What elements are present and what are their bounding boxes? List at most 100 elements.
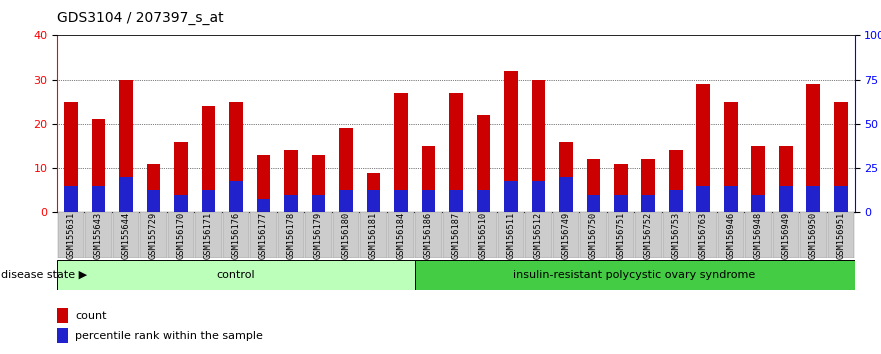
Bar bbox=[834, 186, 848, 212]
Bar bbox=[113, 212, 139, 258]
Bar bbox=[531, 80, 545, 212]
Bar bbox=[559, 177, 573, 212]
Bar bbox=[415, 212, 441, 258]
Text: GSM156751: GSM156751 bbox=[617, 212, 626, 259]
Text: GSM156763: GSM156763 bbox=[699, 212, 707, 259]
Text: GSM156512: GSM156512 bbox=[534, 212, 543, 259]
Bar bbox=[388, 212, 414, 258]
Text: insulin-resistant polycystic ovary syndrome: insulin-resistant polycystic ovary syndr… bbox=[514, 270, 756, 280]
Bar bbox=[498, 212, 524, 258]
Bar bbox=[587, 159, 600, 212]
Bar bbox=[641, 195, 655, 212]
Bar bbox=[421, 190, 435, 212]
Bar bbox=[312, 195, 325, 212]
Bar bbox=[92, 186, 106, 212]
Bar bbox=[614, 195, 628, 212]
Bar bbox=[635, 212, 662, 258]
Text: GSM156178: GSM156178 bbox=[286, 212, 295, 259]
Text: GSM156186: GSM156186 bbox=[424, 212, 433, 259]
Bar bbox=[559, 142, 573, 212]
Bar bbox=[57, 308, 69, 323]
Bar bbox=[449, 190, 463, 212]
Bar bbox=[806, 186, 820, 212]
Bar bbox=[827, 212, 854, 258]
Text: percentile rank within the sample: percentile rank within the sample bbox=[75, 331, 263, 341]
Bar bbox=[333, 212, 359, 258]
Text: GSM156510: GSM156510 bbox=[479, 212, 488, 259]
Bar bbox=[800, 212, 826, 258]
Bar bbox=[196, 212, 222, 258]
Bar bbox=[85, 212, 112, 258]
Bar bbox=[366, 172, 381, 212]
Bar bbox=[449, 93, 463, 212]
Bar bbox=[587, 195, 600, 212]
Bar bbox=[229, 181, 243, 212]
Text: GSM156180: GSM156180 bbox=[342, 212, 351, 259]
Bar bbox=[477, 190, 491, 212]
Bar bbox=[641, 159, 655, 212]
Bar bbox=[256, 155, 270, 212]
Bar bbox=[724, 186, 737, 212]
Text: GDS3104 / 207397_s_at: GDS3104 / 207397_s_at bbox=[57, 11, 224, 25]
Bar bbox=[394, 190, 408, 212]
Bar bbox=[531, 181, 545, 212]
Bar bbox=[806, 84, 820, 212]
Bar bbox=[690, 212, 716, 258]
Text: GSM155729: GSM155729 bbox=[149, 212, 158, 259]
Bar bbox=[140, 212, 167, 258]
Bar bbox=[552, 212, 579, 258]
Text: GSM156950: GSM156950 bbox=[809, 212, 818, 259]
Text: GSM156949: GSM156949 bbox=[781, 212, 790, 259]
Bar bbox=[339, 128, 352, 212]
Bar bbox=[92, 120, 106, 212]
Bar bbox=[525, 212, 552, 258]
Bar bbox=[250, 212, 277, 258]
Bar bbox=[146, 190, 160, 212]
Bar bbox=[229, 102, 243, 212]
Bar bbox=[415, 260, 855, 290]
Bar bbox=[394, 93, 408, 212]
Bar bbox=[284, 150, 298, 212]
Bar bbox=[174, 195, 188, 212]
Bar bbox=[470, 212, 497, 258]
Bar bbox=[64, 186, 78, 212]
Text: count: count bbox=[75, 311, 107, 321]
Bar bbox=[339, 190, 352, 212]
Bar bbox=[834, 102, 848, 212]
Bar bbox=[477, 115, 491, 212]
Text: GSM156184: GSM156184 bbox=[396, 212, 405, 259]
Bar bbox=[751, 195, 766, 212]
Bar bbox=[58, 212, 85, 258]
Bar bbox=[119, 177, 133, 212]
Bar bbox=[146, 164, 160, 212]
Bar bbox=[724, 102, 737, 212]
Text: GSM156176: GSM156176 bbox=[232, 212, 241, 259]
Text: GSM155643: GSM155643 bbox=[94, 212, 103, 259]
Text: GSM156170: GSM156170 bbox=[176, 212, 186, 259]
Bar bbox=[614, 164, 628, 212]
Bar bbox=[202, 190, 215, 212]
Text: GSM156750: GSM156750 bbox=[589, 212, 598, 259]
Bar bbox=[223, 212, 249, 258]
Bar bbox=[312, 155, 325, 212]
Bar bbox=[167, 212, 194, 258]
Text: disease state ▶: disease state ▶ bbox=[1, 269, 87, 279]
Bar bbox=[608, 212, 634, 258]
Bar bbox=[779, 186, 793, 212]
Bar bbox=[697, 84, 710, 212]
Bar bbox=[773, 212, 799, 258]
Text: GSM156753: GSM156753 bbox=[671, 212, 680, 259]
Bar bbox=[421, 146, 435, 212]
Bar bbox=[174, 142, 188, 212]
Bar bbox=[669, 190, 683, 212]
Text: GSM156511: GSM156511 bbox=[507, 212, 515, 259]
Bar bbox=[779, 146, 793, 212]
Bar bbox=[256, 199, 270, 212]
Text: control: control bbox=[217, 270, 255, 280]
Text: GSM156187: GSM156187 bbox=[451, 212, 461, 259]
Text: GSM156948: GSM156948 bbox=[754, 212, 763, 259]
Bar bbox=[663, 212, 689, 258]
Bar bbox=[697, 186, 710, 212]
Text: GSM156181: GSM156181 bbox=[369, 212, 378, 259]
Bar bbox=[57, 260, 415, 290]
